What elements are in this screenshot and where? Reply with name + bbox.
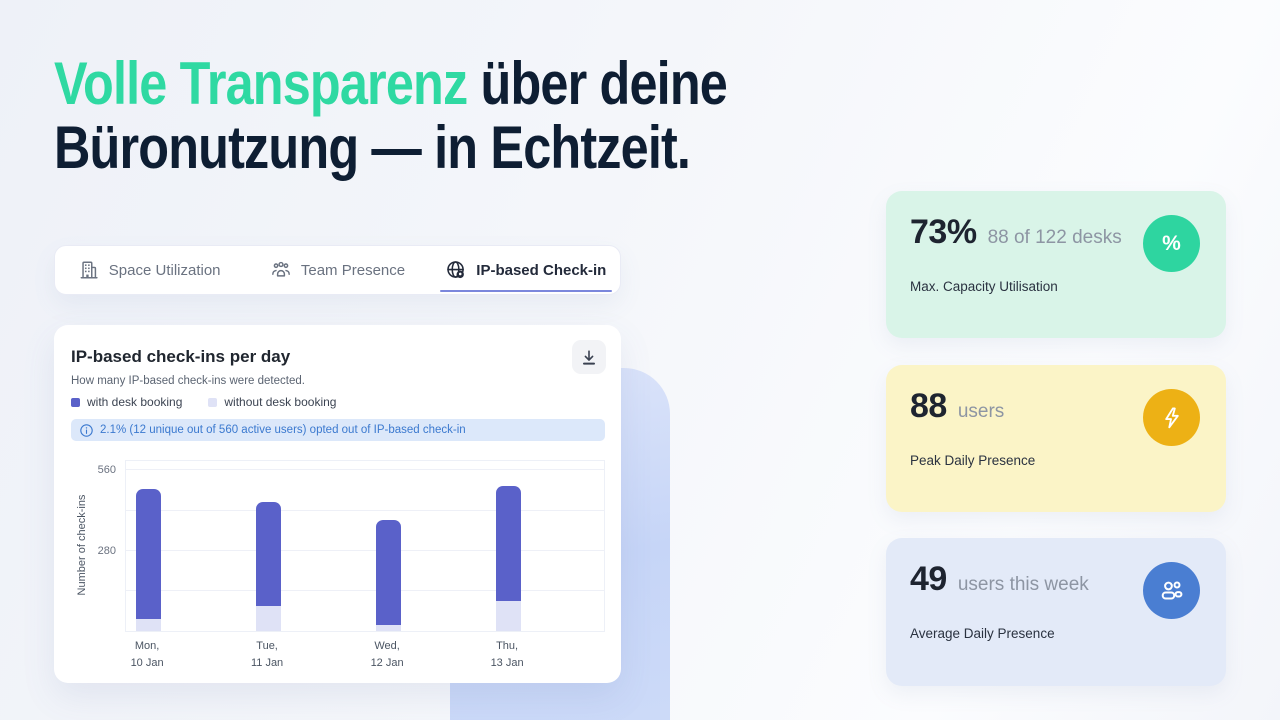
tab-label: IP-based Check-in xyxy=(476,261,607,279)
users-icon xyxy=(1161,581,1183,600)
gridline xyxy=(126,469,604,471)
gridline xyxy=(126,589,604,591)
bar-segment-without-desk-booking[interactable] xyxy=(135,618,161,631)
x-axis-label: Tue, 11 Jan xyxy=(250,640,284,670)
tab-label: Space Utilization xyxy=(108,261,221,279)
stat-value-row: 49 users this week xyxy=(910,560,1089,599)
stat-card-average-daily-presence: 49 users this week Average Daily Presenc… xyxy=(886,538,1226,686)
info-icon xyxy=(80,423,93,437)
lightning-icon xyxy=(1164,407,1179,428)
bar-segment-with-desk-booking[interactable] xyxy=(495,485,521,601)
stat-label: Average Daily Presence xyxy=(910,626,1055,641)
building-icon xyxy=(80,261,98,279)
stat-card-peak-daily-presence: 88 users Peak Daily Presence xyxy=(886,365,1226,512)
stat-card-capacity-utilisation: 73% 88 of 122 desks Max. Capacity Utilis… xyxy=(886,191,1226,338)
chart-plot xyxy=(125,460,605,632)
bar-stack xyxy=(375,520,401,631)
tab-space-utilization[interactable]: Space Utilization xyxy=(55,246,243,294)
legend-swatch xyxy=(71,397,80,407)
tab-ip-based-check-in[interactable]: IP-based Check-in xyxy=(432,246,620,294)
chart-card: IP-based check-ins per day How many IP-b… xyxy=(54,325,621,683)
stat-value: 88 xyxy=(910,387,947,425)
info-banner-text: 2.1% (12 unique out of 560 active users)… xyxy=(100,424,466,436)
bar-stack xyxy=(495,485,521,631)
bar-segment-without-desk-booking[interactable] xyxy=(495,600,521,631)
x-axis-label: Thu, 13 Jan xyxy=(490,640,524,670)
stat-label: Max. Capacity Utilisation xyxy=(910,279,1058,294)
chart-subtitle: How many IP-based check-ins were detecte… xyxy=(71,375,305,387)
bar-segment-with-desk-booking[interactable] xyxy=(375,520,401,625)
bar-segment-with-desk-booking[interactable] xyxy=(135,489,161,619)
legend-label: without desk booking xyxy=(224,395,337,409)
gridline xyxy=(126,509,604,511)
stat-value: 49 xyxy=(910,560,947,598)
legend-item-without-desk-booking[interactable]: without desk booking xyxy=(208,395,336,409)
stat-icon-circle xyxy=(1143,562,1200,619)
active-tab-indicator xyxy=(439,290,612,292)
team-icon xyxy=(271,261,290,277)
y-axis-tick: 280 xyxy=(97,544,116,557)
stat-value: 73% xyxy=(910,213,977,251)
x-axis-label: Mon, 10 Jan xyxy=(130,640,164,670)
legend-swatch xyxy=(208,397,218,407)
tab-team-presence[interactable]: Team Presence xyxy=(243,246,431,294)
download-button[interactable] xyxy=(572,340,606,374)
tab-label: Team Presence xyxy=(300,261,406,279)
stat-label: Peak Daily Presence xyxy=(910,453,1036,468)
headline-rest: über deine xyxy=(467,50,727,117)
bar-stack xyxy=(135,489,161,631)
stat-value-row: 88 users xyxy=(910,387,1004,426)
gridline xyxy=(126,549,604,551)
legend-item-with-desk-booking[interactable]: with desk booking xyxy=(71,395,182,409)
percent-icon: % xyxy=(1162,231,1181,255)
chart-title: IP-based check-ins per day xyxy=(71,347,291,366)
chart-legend: with desk booking without desk booking xyxy=(71,395,336,409)
x-axis-label: Wed, 12 Jan xyxy=(370,640,404,670)
stat-suffix: 88 of 122 desks xyxy=(987,227,1122,248)
y-axis-tick: 560 xyxy=(97,464,116,477)
bar-segment-without-desk-booking[interactable] xyxy=(255,606,281,631)
stat-suffix: users xyxy=(957,401,1005,422)
stat-icon-circle xyxy=(1143,389,1200,446)
bar-stack xyxy=(255,502,281,631)
tab-bar: Space Utilization Team Presence IP-based xyxy=(54,245,621,295)
info-banner: 2.1% (12 unique out of 560 active users)… xyxy=(71,419,605,441)
headline-highlight: Volle Transparenz xyxy=(54,50,468,117)
stat-value-row: 73% 88 of 122 desks xyxy=(910,213,1122,252)
download-icon xyxy=(583,349,595,365)
page-title: Volle Transparenz über deine Büronutzung … xyxy=(54,50,1280,182)
bar-segment-without-desk-booking[interactable] xyxy=(375,624,401,631)
stat-icon-circle: % xyxy=(1143,215,1200,272)
headline-line2: Büronutzung — in Echtzeit. xyxy=(54,114,691,182)
bar-segment-with-desk-booking[interactable] xyxy=(255,502,281,607)
legend-label: with desk booking xyxy=(87,395,183,409)
stat-suffix: users this week xyxy=(957,574,1089,595)
globe-pin-icon xyxy=(447,261,465,279)
